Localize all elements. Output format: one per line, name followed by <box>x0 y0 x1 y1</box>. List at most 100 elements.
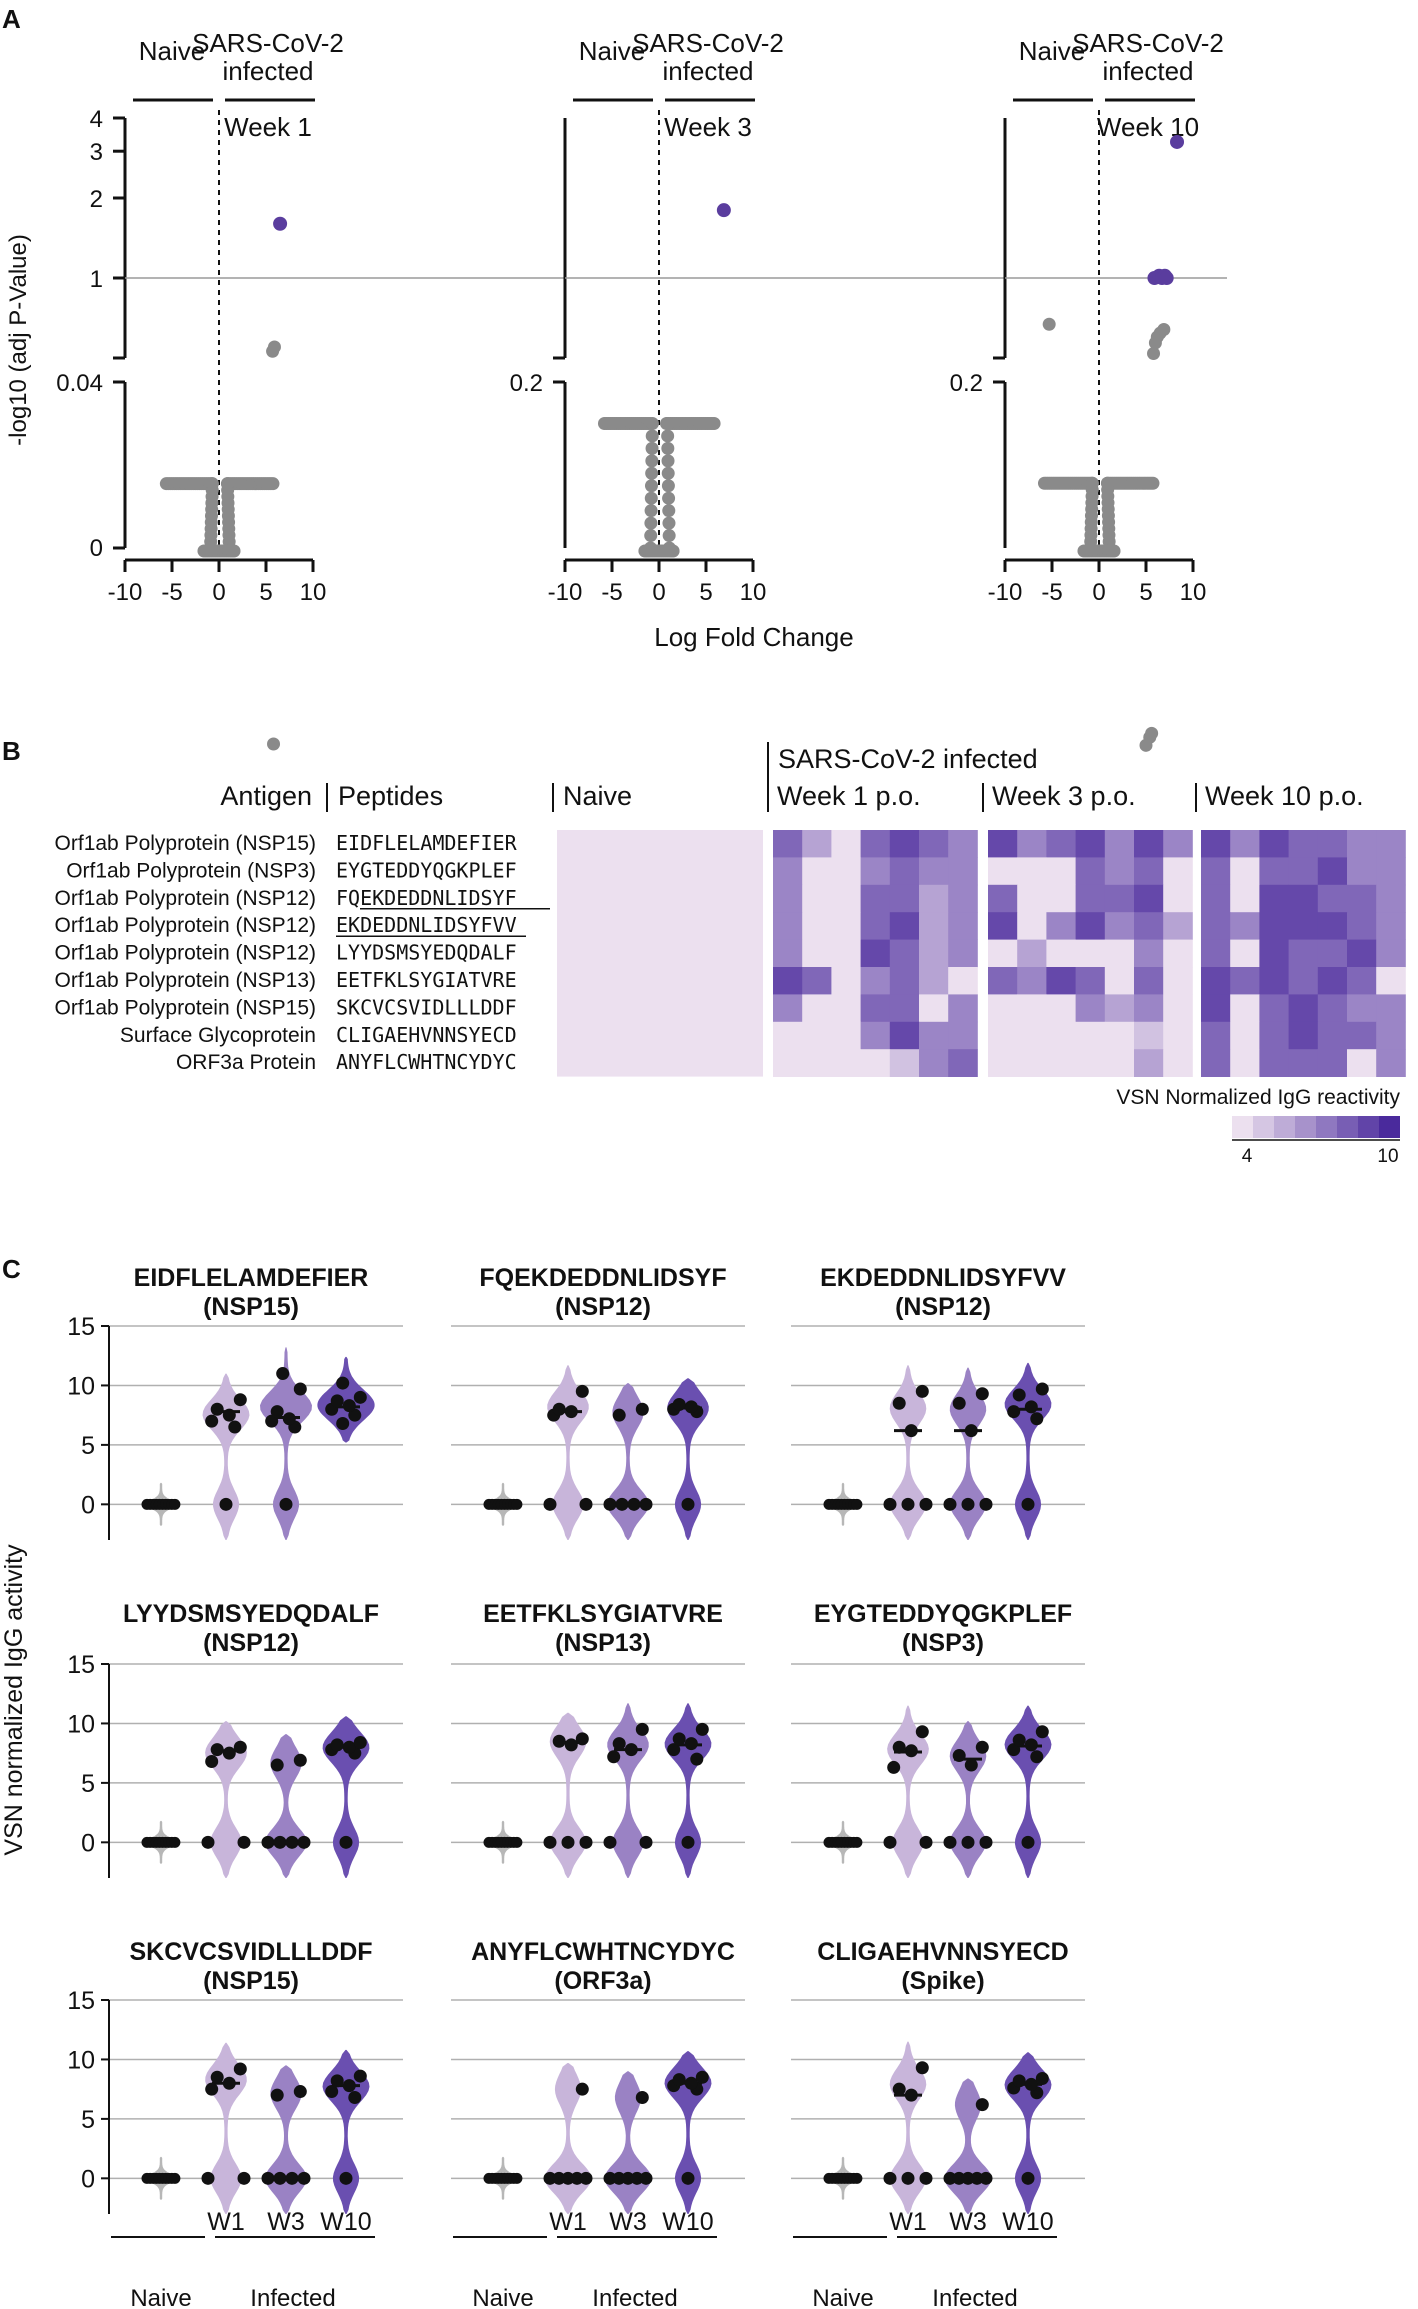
data-point <box>270 1758 284 1772</box>
data-point <box>612 1408 626 1422</box>
data-point <box>579 2171 593 2185</box>
heatmap-cell <box>1230 939 1260 968</box>
heatmap-cell <box>948 857 978 886</box>
heatmap-cell <box>1104 884 1135 913</box>
data-point <box>883 1497 897 1511</box>
violin-subtitle: (NSP13) <box>555 1629 651 1657</box>
data-point <box>339 1835 353 1849</box>
violin-plot-2: FQEKDEDDNLIDSYF(NSP12) <box>451 1264 745 1540</box>
gray-point <box>661 466 675 480</box>
data-point <box>883 2171 897 2185</box>
y-tick-label: 3 <box>90 139 103 166</box>
heatmap-cell <box>860 994 891 1023</box>
data-point <box>681 1497 695 1511</box>
y-tick-label: 10 <box>67 1710 95 1738</box>
data-point <box>684 1737 698 1751</box>
heatmap-cell <box>1317 830 1348 858</box>
violin-plot-8: ANYFLCWHTNCYDYC(ORF3a) W1 W3 W10 Naive Infect… <box>451 1938 745 2309</box>
heatmap-cell <box>1163 1049 1193 1077</box>
heatmap-cell <box>988 1021 1018 1050</box>
peptide-label: EIDFLELAMDEFIER <box>336 831 518 855</box>
heatmap-cell <box>1075 994 1106 1023</box>
data-point <box>201 2171 215 2185</box>
violin-subtitle: (NSP15) <box>203 1293 299 1321</box>
heatmap-cell <box>831 884 861 913</box>
heatmap-cell <box>1347 994 1377 1023</box>
data-point <box>543 2171 557 2185</box>
violin-subtitle: (ORF3a) <box>554 1967 651 1995</box>
data-point <box>667 1743 681 1757</box>
heatmap-cell <box>1134 857 1164 886</box>
legend-swatch <box>1337 1116 1358 1138</box>
heatmap-cell <box>988 884 1018 913</box>
heatmap-cell <box>1317 857 1348 886</box>
y-tick-label: 0 <box>90 535 103 562</box>
data-point <box>952 1396 966 1410</box>
peptide-label: EKDEDDNLIDSYFVV <box>336 913 517 937</box>
y-tick-label: 0.2 <box>950 370 983 397</box>
data-point <box>575 1732 589 1746</box>
data-point <box>964 1424 978 1438</box>
data-point <box>293 1382 307 1396</box>
data-point <box>285 1835 299 1849</box>
legend-swatch <box>1295 1116 1316 1138</box>
heatmap-cell <box>831 912 861 940</box>
data-point <box>561 1835 575 1849</box>
heatmap-cell <box>1046 857 1076 886</box>
violin-plot-6: EYGTEDDYQGKPLEF(NSP3) <box>791 1600 1085 1878</box>
y-tick-label: 5 <box>81 2106 95 2134</box>
heatmap-cell <box>1075 967 1106 995</box>
heatmap-cell <box>1288 830 1319 858</box>
gray-point <box>227 544 241 558</box>
heatmap-cell <box>1317 912 1348 940</box>
data-point <box>695 1722 709 1736</box>
data-point <box>915 1725 929 1739</box>
heatmap-cell <box>1230 830 1260 858</box>
violin-subtitle: (NSP12) <box>895 1293 991 1321</box>
data-point <box>621 2171 635 2185</box>
data-point <box>915 1384 929 1398</box>
group-header-naive: Naive <box>1019 36 1085 66</box>
antigen-label: Orf1ab Polyprotein (NSP15) <box>55 996 316 1019</box>
heatmap-cell <box>1104 912 1135 940</box>
heatmap-cell <box>889 1049 920 1077</box>
data-point <box>205 1414 219 1428</box>
data-point <box>603 1497 617 1511</box>
heatmap-cell <box>1104 1049 1135 1077</box>
x-tick-label: -5 <box>601 579 622 606</box>
data-point <box>639 1835 653 1849</box>
data-point <box>233 1393 247 1407</box>
data-point <box>639 2171 653 2185</box>
data-point <box>672 1732 686 1746</box>
data-point <box>1012 1388 1026 1402</box>
heatmap-cell <box>1163 912 1193 940</box>
data-point <box>1021 1835 1035 1849</box>
gray-point <box>266 344 280 358</box>
heatmap-cell <box>919 967 949 995</box>
heatmap-cell <box>1347 1049 1377 1077</box>
antigen-label: Orf1ab Polyprotein (NSP12) <box>55 914 316 937</box>
data-point <box>961 1497 975 1511</box>
heatmap-cell <box>1347 912 1377 940</box>
heatmap-cell <box>988 912 1018 940</box>
data-point <box>1035 2071 1049 2085</box>
heatmap-cell <box>860 912 891 940</box>
data-point <box>851 1836 863 1848</box>
heatmap-cell <box>988 1049 1018 1077</box>
data-point <box>570 2171 584 2185</box>
data-point <box>979 2171 993 2185</box>
data-point <box>169 1498 181 1510</box>
heatmap-cell <box>889 912 920 940</box>
heatmap-cell <box>1163 857 1193 886</box>
heatmap-cell <box>1317 1021 1348 1050</box>
x-group-label: W1 <box>549 2208 587 2236</box>
data-point <box>552 2171 566 2185</box>
gray-point <box>707 417 721 430</box>
heatmap-cell <box>988 939 1018 968</box>
data-point <box>342 1740 356 1754</box>
data-point <box>330 1394 344 1408</box>
y-tick-label: 0 <box>81 1491 95 1519</box>
heatmap-cell <box>1134 939 1164 968</box>
data-point <box>887 1760 901 1774</box>
group-header-infected: SARS-CoV-2 <box>192 28 344 58</box>
